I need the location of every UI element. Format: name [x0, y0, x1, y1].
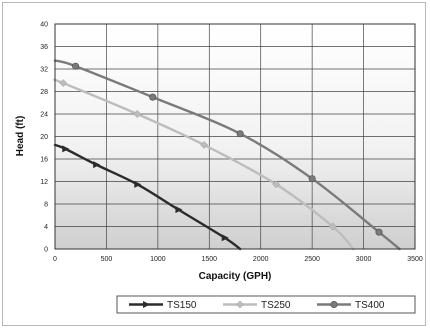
y-tick-label: 8: [44, 202, 48, 209]
legend-label-ts400: TS400: [355, 300, 385, 311]
x-tick-label: 500: [101, 256, 113, 263]
y-tick-label: 16: [40, 157, 48, 164]
data-point-ts250: [59, 79, 68, 88]
data-point-ts400: [72, 62, 80, 70]
x-tick-label: 2500: [304, 256, 320, 263]
legend-label-ts250: TS250: [261, 300, 291, 311]
x-tick-label: 2000: [253, 256, 269, 263]
data-point-ts400: [375, 228, 383, 236]
data-point-ts250: [272, 180, 281, 189]
y-tick-label: 32: [40, 67, 48, 74]
data-point-ts150: [221, 234, 229, 242]
legend-label-ts150: TS150: [167, 300, 197, 311]
data-point-ts150: [62, 145, 70, 153]
plot-border: [54, 23, 416, 250]
y-tick-label: 12: [40, 179, 48, 186]
x-tick-label: 3500: [407, 256, 423, 263]
y-tick-label: 4: [44, 224, 48, 231]
y-tick-labels: 0 4 8 12 16 20 24 28 32 36 40: [40, 22, 48, 254]
x-tick-label: 3000: [356, 256, 372, 263]
data-series: [53, 59, 401, 251]
x-tick-label: 1000: [150, 256, 166, 263]
chart-frame: 0 4 8 12 16 20 24 28 32 36 40 0 500 1000 1500 2000 2500…: [2, 2, 426, 326]
data-point-ts250: [328, 222, 337, 231]
data-point-ts150: [93, 161, 101, 169]
y-tick-label: 28: [40, 89, 48, 96]
x-axis-title: Capacity (GPH): [199, 271, 272, 282]
legend-marker-ts150: [143, 301, 150, 308]
data-point-ts250: [133, 110, 142, 118]
legend-marker-ts250: [236, 300, 244, 309]
pump-curve-chart: 0 4 8 12 16 20 24 28 32 36 40 0 500 1000 1500 2000 2500…: [15, 22, 423, 314]
data-point-ts150: [175, 206, 183, 214]
legend: TS150 TS250 TS400: [129, 300, 385, 311]
data-point-ts400: [149, 93, 157, 101]
gridlines: [55, 24, 415, 249]
y-axis-title: Head (ft): [15, 116, 26, 157]
legend-box: [116, 295, 416, 314]
x-tick-labels: 0 500 1000 1500 2000 2500 3000 3500: [53, 256, 423, 263]
data-point-ts250: [200, 140, 209, 149]
x-tick-label: 0: [53, 256, 57, 263]
legend-marker-ts400: [330, 300, 338, 308]
x-tick-label: 1500: [201, 256, 217, 263]
y-tick-label: 36: [40, 44, 48, 51]
data-point-ts400: [308, 175, 316, 183]
y-tick-label: 20: [40, 134, 48, 141]
y-tick-label: 24: [40, 112, 48, 119]
y-tick-label: 0: [44, 247, 48, 254]
y-tick-label: 40: [40, 22, 48, 29]
data-point-ts150: [134, 180, 142, 188]
data-point-ts400: [236, 130, 244, 138]
